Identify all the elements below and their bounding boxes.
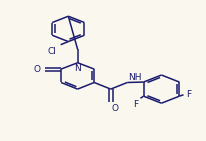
Text: Cl: Cl	[47, 47, 56, 56]
Text: F: F	[132, 100, 137, 109]
Text: O: O	[111, 104, 118, 113]
Text: NH: NH	[127, 73, 141, 82]
Text: F: F	[185, 90, 190, 99]
Text: N: N	[74, 64, 81, 73]
Text: O: O	[34, 65, 41, 74]
